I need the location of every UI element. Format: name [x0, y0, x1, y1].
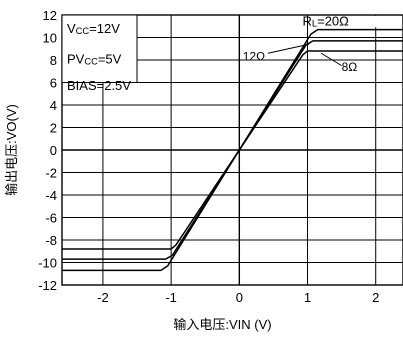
- condition-vcc-main: V: [67, 21, 76, 36]
- series-label-8ohm: 8Ω: [342, 60, 358, 74]
- y-tick-label: -8: [45, 233, 57, 248]
- y-tick-label: -12: [38, 278, 57, 293]
- condition-pvcc: PVCC=5V: [67, 51, 122, 66]
- x-tick-label: -2: [97, 290, 109, 305]
- series-layer: [62, 28, 403, 272]
- x-tick-label: -1: [165, 290, 177, 305]
- condition-vcc: VCC=12V: [67, 21, 120, 36]
- condition-pvcc-sub: CC: [84, 56, 98, 66]
- series-label-rl20-sub: L: [312, 18, 317, 28]
- axis-label-layer: 输入电压:VIN (V) 输出电压:VO(V): [4, 104, 272, 332]
- x-tick-label: 0: [236, 290, 243, 305]
- y-tick-label: 0: [50, 143, 57, 158]
- y-tick-label: -4: [45, 188, 57, 203]
- label-bg-top: [310, 16, 402, 28]
- series-label-8ohm-main: 8Ω: [342, 60, 358, 74]
- y-tick-label: -10: [38, 256, 57, 271]
- series-label-rl20-tail: =20Ω: [317, 13, 349, 28]
- condition-pvcc-main: PV: [67, 51, 85, 66]
- leader-12ohm: [267, 43, 309, 54]
- y-tick-label: 2: [50, 121, 57, 136]
- y-tick-label: 10: [43, 31, 57, 46]
- x-axis-label: 输入电压:VIN (V): [173, 317, 271, 332]
- y-tick-label: 4: [50, 98, 57, 113]
- condition-vcc-sub: CC: [76, 26, 90, 36]
- y-tick-label: -2: [45, 166, 57, 181]
- y-tick-label: -6: [45, 211, 57, 226]
- condition-vcc-tail: =12V: [89, 21, 120, 36]
- series-line-3: [62, 50, 403, 250]
- series-label-rl20: RL=20Ω: [303, 13, 350, 28]
- y-tick-label: 12: [43, 8, 57, 23]
- series-label-12ohm: 12Ω: [243, 50, 265, 64]
- y-tick-label: 8: [50, 53, 57, 68]
- conditions-box: [61, 14, 138, 83]
- condition-bias: BIAS=2.5V: [67, 78, 131, 93]
- condition-pvcc-tail: =5V: [98, 51, 122, 66]
- x-tick-label: 2: [372, 290, 379, 305]
- leader-8ohm: [320, 52, 342, 67]
- series-label-rl20-main: R: [303, 13, 312, 28]
- condition-bias-main: BIAS=2.5V: [67, 78, 131, 93]
- y-axis-label: 输出电压:VO(V): [4, 104, 19, 196]
- x-tick-label: 1: [304, 290, 311, 305]
- plot-frame: [61, 14, 403, 286]
- y-tick-label: 6: [50, 76, 57, 91]
- series-label-12ohm-main: 12Ω: [243, 50, 265, 64]
